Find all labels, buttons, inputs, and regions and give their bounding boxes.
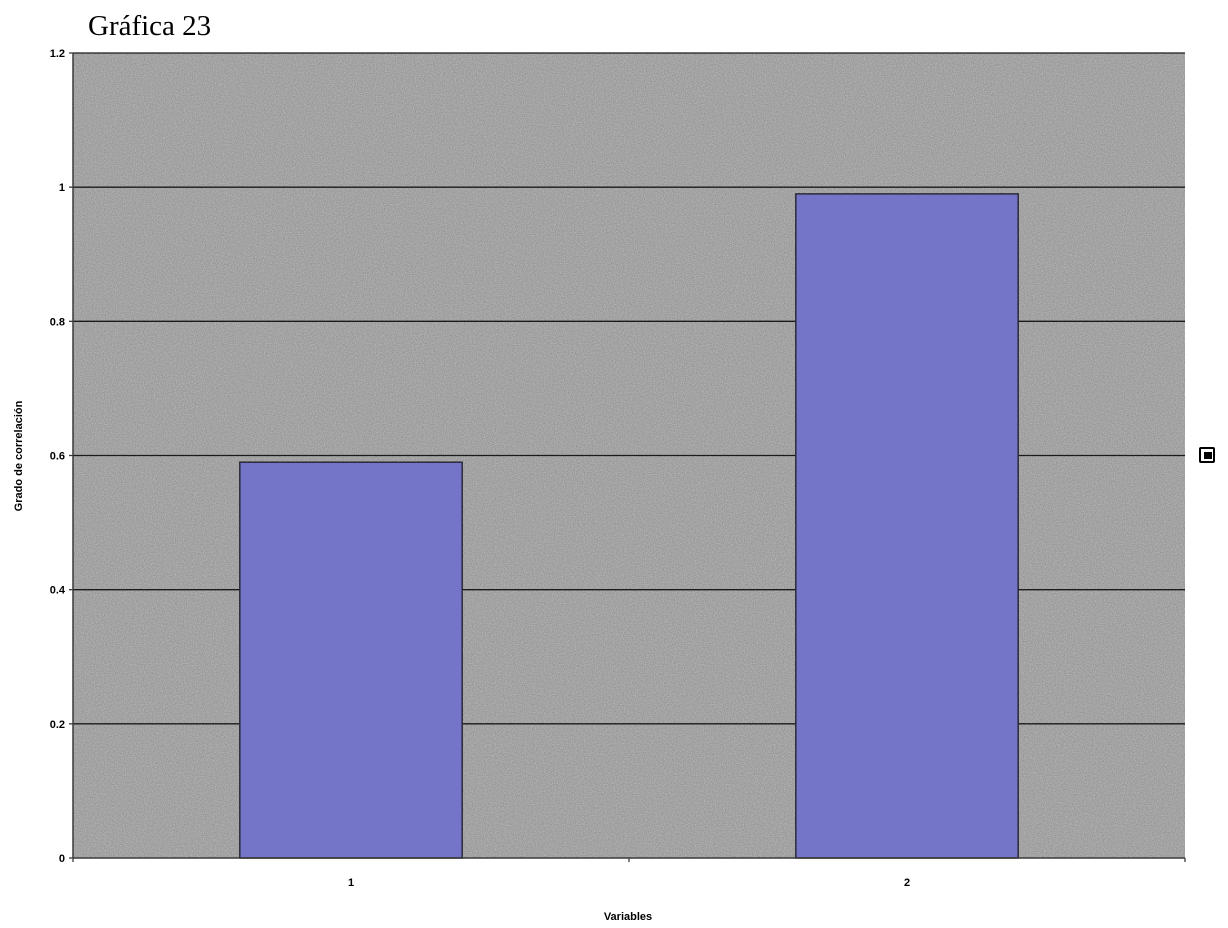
y-tick-label-2: 0.4 bbox=[50, 585, 66, 597]
y-tick-label-0: 0 bbox=[59, 853, 65, 865]
y-tick-label-1: 0.2 bbox=[50, 719, 65, 731]
axes bbox=[69, 52, 1186, 862]
bars bbox=[239, 193, 1019, 859]
y-tick-label-4: 0.8 bbox=[50, 316, 65, 328]
x-tick-label-1: 1 bbox=[348, 877, 354, 889]
y-tick-label-3: 0.6 bbox=[50, 451, 65, 463]
bar-1 bbox=[239, 461, 463, 859]
y-axis-label: Grado de correlación bbox=[13, 400, 25, 511]
legend-icon bbox=[1199, 447, 1215, 463]
bar-2 bbox=[795, 193, 1019, 859]
tick-labels: 0 0.2 0.4 0.6 0.8 1 1.2 1 2 bbox=[50, 48, 910, 889]
x-tick-label-2: 2 bbox=[904, 877, 910, 889]
y-tick-label-6: 1.2 bbox=[50, 48, 65, 60]
x-axis-label: Variables bbox=[604, 911, 652, 923]
legend-swatch bbox=[1204, 452, 1212, 459]
chart-title: Gráfica 23 bbox=[88, 10, 212, 42]
y-tick-label-5: 1 bbox=[59, 182, 65, 194]
